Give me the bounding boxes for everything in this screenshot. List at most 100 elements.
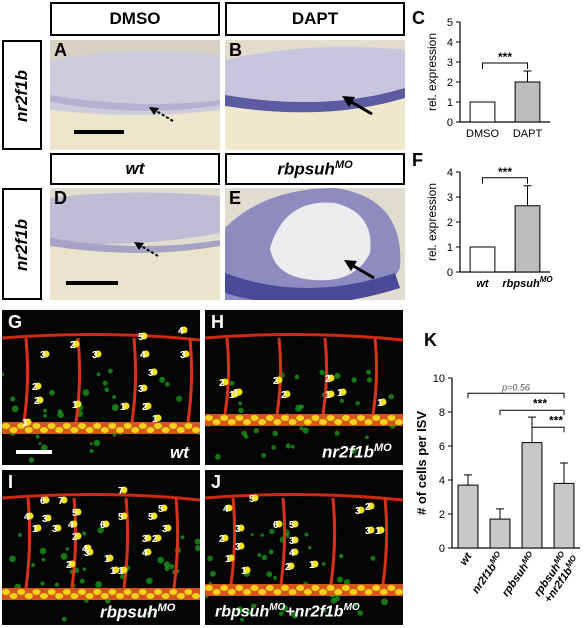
isv-cell (140, 384, 148, 392)
cell-count-label: 2 (142, 402, 148, 413)
x-tick-label: DAPT (513, 128, 543, 140)
green-nucleus (357, 610, 364, 616)
green-nucleus (112, 433, 116, 437)
axial-cell (55, 427, 64, 433)
cell-count-label: 4 (223, 504, 229, 515)
isv-cell (122, 402, 130, 410)
green-nucleus (111, 404, 119, 411)
cell-count-label: 3 (40, 350, 46, 361)
green-nucleus (215, 453, 221, 460)
bar (457, 484, 479, 549)
isv-cell (327, 390, 335, 398)
green-nucleus (89, 448, 94, 454)
isv-cell (237, 542, 245, 550)
axial-cell (227, 589, 236, 595)
green-nucleus (299, 426, 304, 431)
green-nucleus (241, 430, 248, 437)
axial-cell (288, 419, 297, 425)
axial-cell (2, 589, 10, 595)
cell-count-label: 7 (58, 496, 64, 507)
panel-letter-c: C (412, 8, 425, 28)
isv-cell (243, 566, 251, 574)
axial-cell (273, 589, 282, 595)
cell-count-label: 6 (40, 496, 46, 507)
axial-cell (70, 427, 79, 433)
isv-cell (379, 398, 387, 406)
isv-cell (150, 512, 158, 520)
significance-bracket (482, 62, 528, 69)
isv-cell (86, 548, 94, 556)
isv-cell (142, 350, 150, 358)
green-nucleus (96, 372, 101, 377)
cell-count-label: 2 (72, 532, 78, 543)
cell-count-label: 4 (142, 548, 148, 559)
cell-count-label: 5 (72, 508, 78, 519)
green-nucleus (18, 533, 23, 537)
green-nucleus (260, 533, 264, 537)
green-nucleus (268, 549, 274, 555)
arrow-dotted-a (145, 105, 175, 130)
cell-count-label: 3 (180, 350, 186, 361)
axial-cell (47, 589, 56, 595)
axial-cell (326, 415, 335, 421)
green-nucleus (82, 531, 87, 536)
isv-vessel (130, 337, 138, 423)
cell-count-label: 2 (325, 374, 331, 385)
y-tick-label: 5 (447, 17, 453, 29)
significance-bracket (467, 392, 565, 399)
y-tick-label: 6 (439, 441, 445, 453)
green-nucleus (250, 532, 254, 537)
x-tick-label: wt (458, 550, 476, 568)
isv-cell (68, 560, 76, 568)
axial-cell (32, 423, 41, 429)
green-nucleus (49, 390, 55, 396)
isv-vessel (186, 337, 194, 423)
header-rbpsuh-label: rbpsuhMO (277, 158, 353, 179)
green-nucleus (366, 369, 372, 375)
isv-cell (311, 560, 319, 568)
cell-count-label: 5 (118, 512, 124, 523)
cell-count-label: 2 (32, 382, 38, 393)
isv-cell (164, 524, 172, 532)
axial-cell (100, 427, 109, 433)
panel-letter-f: F (412, 150, 423, 170)
bar (521, 442, 543, 549)
panel-letter-e: E (229, 188, 242, 208)
green-nucleus (370, 555, 376, 561)
axial-cell (93, 589, 102, 595)
axial-cell (334, 589, 343, 595)
axial-cell (296, 585, 305, 591)
green-nucleus (366, 377, 373, 383)
green-nucleus (261, 554, 268, 561)
axial-cell (341, 585, 350, 591)
axial-cell (93, 423, 102, 429)
isv-cell (112, 566, 120, 574)
axial-cell (9, 427, 18, 433)
green-nucleus (102, 380, 108, 386)
green-nucleus (79, 578, 85, 584)
isv-vessel (275, 337, 283, 415)
green-nucleus (54, 582, 60, 587)
axial-cell (281, 585, 289, 591)
green-nucleus (35, 434, 40, 439)
x-tick-label: rbpsuhMO (502, 275, 553, 290)
axial-cell (212, 419, 221, 425)
green-nucleus (146, 611, 151, 616)
axial-cell (303, 419, 312, 425)
isv-cell (74, 400, 82, 408)
green-nucleus (381, 598, 388, 606)
green-nucleus (65, 547, 70, 551)
x-tick-label-sup: MO (488, 549, 503, 565)
panel-letter-h: H (211, 312, 224, 332)
isv-cell (74, 532, 82, 540)
cell-count-label: 5 (148, 512, 154, 523)
isv-cell (154, 414, 162, 422)
green-nucleus (299, 404, 305, 409)
cell-count-label: 1 (22, 418, 28, 429)
y-tick-label: 4 (439, 475, 445, 487)
green-nucleus (43, 408, 48, 413)
isv-cell (287, 562, 295, 570)
panel-letter-i: I (8, 472, 14, 492)
axial-cell (205, 585, 213, 591)
green-nucleus (355, 401, 360, 406)
